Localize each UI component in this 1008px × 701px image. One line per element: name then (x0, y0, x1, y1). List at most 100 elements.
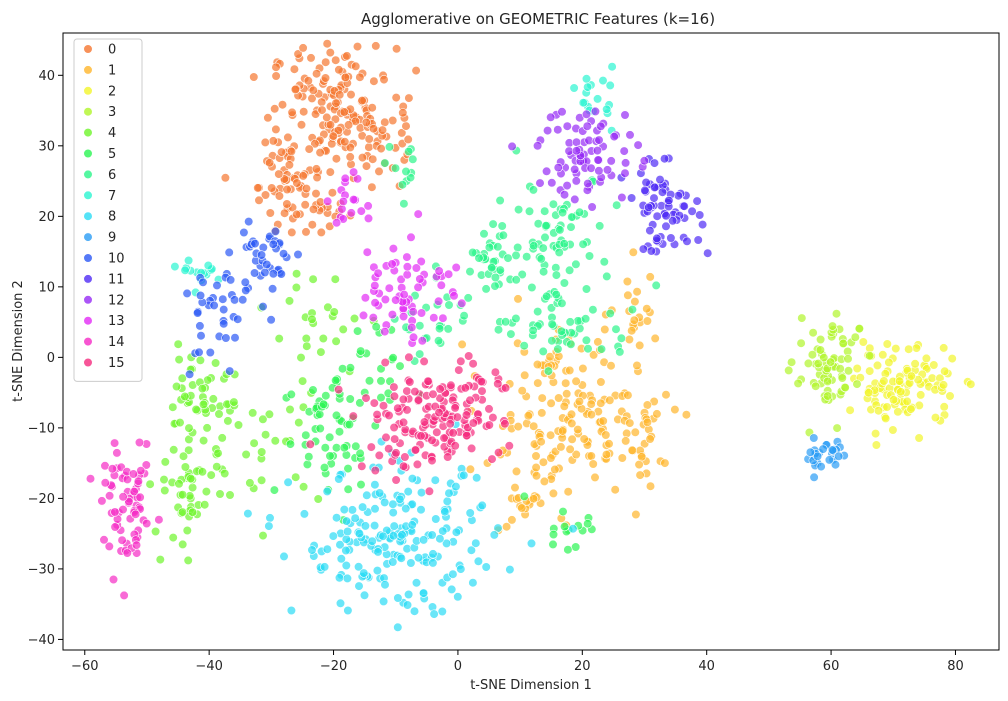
data-point (594, 166, 604, 176)
data-point (361, 117, 371, 127)
data-point (341, 545, 351, 556)
data-point (630, 297, 640, 307)
y-axis-label: t-SNE Dimension 2 (11, 280, 26, 402)
y-tick-label: 20 (38, 210, 55, 225)
data-point (406, 558, 416, 568)
legend-entry-5: 5 (83, 147, 116, 162)
data-point (807, 350, 818, 360)
data-point (119, 590, 129, 601)
data-point (650, 333, 660, 344)
data-point (586, 399, 596, 409)
data-point (623, 390, 633, 400)
data-point (195, 321, 205, 331)
data-point (571, 259, 581, 269)
data-point (370, 520, 380, 531)
data-point (341, 516, 352, 526)
data-point (511, 466, 522, 477)
data-point (302, 341, 312, 351)
data-point (454, 365, 464, 375)
data-point (468, 418, 479, 428)
legend-box (73, 38, 143, 382)
data-point (456, 356, 466, 366)
data-point (578, 239, 588, 249)
data-point (398, 108, 408, 118)
data-point (380, 117, 390, 127)
data-point (293, 249, 303, 260)
data-point (198, 277, 208, 287)
data-point (201, 487, 211, 497)
data-point (325, 451, 335, 461)
legend-entry-11: 11 (83, 272, 125, 287)
data-point (301, 333, 311, 344)
data-point (487, 263, 497, 273)
data-point (533, 307, 543, 317)
data-point (225, 490, 235, 500)
data-point (625, 130, 635, 140)
data-point (615, 347, 625, 357)
data-point (308, 85, 318, 95)
data-point (391, 448, 401, 458)
data-point (380, 497, 390, 508)
data-point (434, 266, 444, 276)
data-point (493, 242, 503, 252)
data-point (315, 423, 325, 434)
data-point (248, 408, 258, 418)
legend-entry-7: 7 (83, 189, 116, 204)
data-point (504, 441, 514, 451)
data-point (858, 337, 868, 347)
data-point (528, 325, 538, 336)
data-point (894, 376, 905, 386)
data-point (432, 427, 442, 437)
data-point (456, 564, 466, 574)
data-point (182, 525, 192, 536)
data-point (397, 180, 408, 190)
data-point (151, 526, 161, 537)
data-point (313, 494, 323, 504)
data-point (217, 433, 227, 443)
data-point (428, 389, 438, 399)
data-point (429, 609, 439, 619)
data-point (888, 425, 898, 435)
data-point (323, 302, 333, 312)
data-point (498, 230, 508, 240)
legend-entry-15: 15 (83, 356, 125, 371)
data-point (325, 120, 336, 130)
data-point (274, 191, 285, 201)
legend-label: 14 (108, 335, 125, 350)
data-point (481, 562, 491, 572)
data-point (245, 478, 255, 488)
data-point (354, 528, 365, 539)
data-point (793, 378, 803, 389)
data-point (532, 359, 543, 370)
data-point (304, 144, 314, 154)
data-point (379, 74, 389, 85)
data-point (427, 530, 437, 540)
data-point (854, 324, 865, 334)
data-point (462, 431, 472, 441)
data-point (495, 195, 505, 206)
data-point (945, 391, 955, 401)
data-point (786, 357, 797, 367)
data-point (602, 165, 613, 175)
data-point (402, 270, 412, 280)
data-point (332, 513, 342, 523)
data-point (513, 205, 524, 215)
data-point (286, 389, 296, 400)
data-point (357, 461, 367, 471)
data-point (214, 409, 224, 419)
data-point (562, 121, 572, 131)
data-point (267, 183, 277, 193)
data-point (640, 185, 650, 195)
data-point (99, 535, 109, 545)
data-point (598, 416, 608, 426)
data-point (627, 445, 637, 455)
data-point (461, 410, 472, 420)
data-point (843, 366, 854, 376)
data-point (448, 569, 458, 579)
data-point (282, 184, 292, 195)
data-point (625, 418, 635, 428)
data-point (642, 304, 652, 314)
data-point (556, 442, 566, 452)
data-point (411, 263, 422, 273)
data-point (476, 376, 486, 387)
